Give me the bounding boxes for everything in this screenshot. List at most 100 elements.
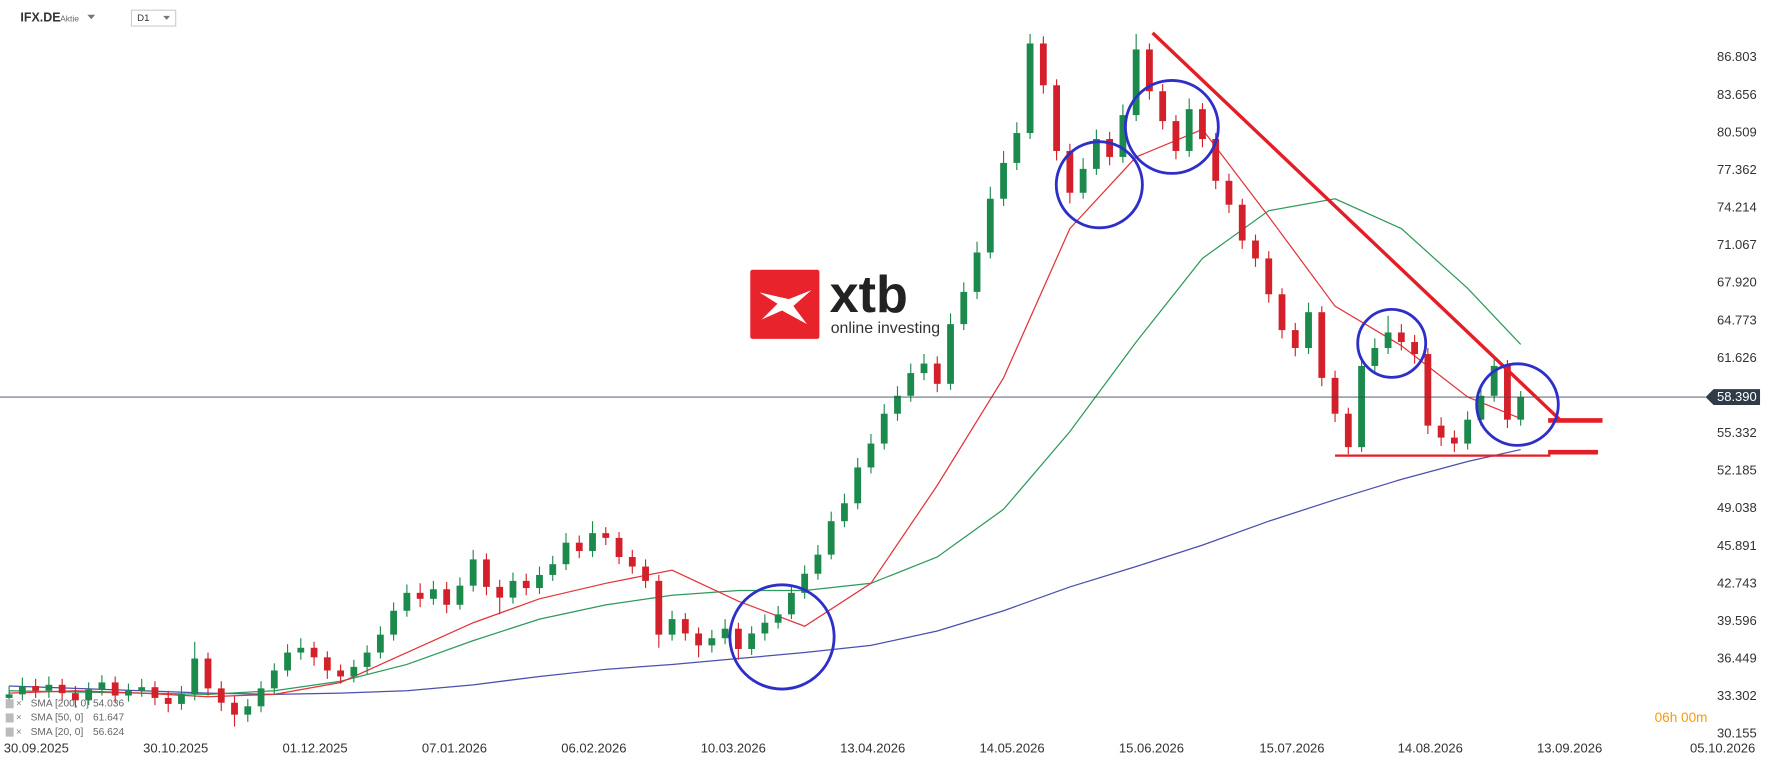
candle-body: [947, 324, 954, 384]
candle-body: [1172, 121, 1180, 151]
y-tick-label: 39.596: [1717, 613, 1757, 628]
candle-body: [549, 564, 557, 575]
interval: D1: [137, 13, 149, 24]
candle-body: [960, 291, 968, 325]
candle-body: [430, 589, 437, 599]
y-tick-label: 71.067: [1717, 237, 1757, 252]
candle-body: [244, 706, 252, 715]
x-tick-label: 05.10.2026: [1690, 741, 1755, 756]
sma-line: [9, 128, 1521, 698]
dropdown-arrow[interactable]: [87, 14, 96, 20]
candle-body: [98, 682, 106, 690]
candle-body: [18, 685, 26, 695]
last-price-label: 58.390: [1717, 389, 1757, 404]
y-tick-label: 61.626: [1717, 350, 1757, 365]
candle-body: [880, 413, 888, 444]
y-tick-label: 67.920: [1717, 275, 1757, 290]
candle-body: [1092, 139, 1100, 169]
candle-body: [111, 682, 119, 696]
x-tick-label: 10.03.2026: [701, 741, 766, 756]
candle-body: [734, 628, 742, 649]
legend-remove[interactable]: ×: [16, 698, 22, 709]
candle-body: [827, 521, 835, 555]
tagline: online investing: [831, 320, 940, 337]
candle-body: [164, 697, 172, 704]
x-tick-label: 30.10.2025: [143, 741, 208, 756]
legend-icon: [5, 727, 14, 737]
candle-body: [1450, 437, 1458, 444]
candle-body: [1238, 204, 1246, 241]
candle-body: [1490, 365, 1498, 396]
candle-body: [1185, 109, 1193, 151]
highlight-circle: [728, 583, 836, 691]
candle-body: [973, 252, 981, 292]
candle-body: [1318, 312, 1326, 378]
candle-body: [58, 684, 66, 694]
candle-body: [231, 702, 238, 715]
candle-body: [1039, 43, 1047, 86]
candle-body: [1132, 49, 1140, 116]
interval-select[interactable]: [130, 9, 177, 27]
y-tick-label: 36.449: [1717, 651, 1757, 666]
candle-body: [628, 557, 636, 567]
x-tick-label: 30.09.2025: [4, 741, 69, 756]
candle-body: [907, 373, 915, 396]
candle-body: [1225, 180, 1233, 205]
y-tick-label: 42.743: [1717, 575, 1757, 590]
candle-body: [1384, 332, 1392, 349]
candle-body: [708, 638, 716, 646]
x-tick-label: 01.12.2025: [283, 741, 348, 756]
candle-body: [589, 533, 596, 552]
y-tick-label: 86.803: [1717, 49, 1757, 64]
legend-name: SMA [20, 0]: [31, 727, 84, 738]
candle-body: [1291, 330, 1299, 349]
y-tick-label: 33.302: [1717, 688, 1757, 703]
x-tick-label: 14.08.2026: [1398, 741, 1463, 756]
candle-body: [1477, 395, 1485, 420]
legend-remove[interactable]: ×: [16, 727, 22, 738]
legend-icon: [5, 699, 14, 709]
legend-name: SMA [50, 0]: [31, 713, 84, 724]
candle-body: [376, 634, 384, 653]
candle-body: [562, 542, 570, 565]
brand: xtb: [830, 266, 908, 324]
candle-body: [920, 363, 928, 374]
x-tick-label: 13.04.2026: [840, 741, 905, 756]
y-tick-label: 74.214: [1717, 200, 1757, 215]
candle-body: [284, 652, 291, 671]
candle-body: [297, 647, 305, 653]
candle-body: [801, 573, 809, 593]
candle-body: [1053, 85, 1060, 151]
candle-body: [1079, 168, 1087, 193]
candle-body: [1344, 413, 1352, 448]
candle-body: [1305, 312, 1312, 349]
symbol: IFX.DE: [20, 10, 60, 24]
candle-body: [469, 559, 477, 586]
candle-body: [45, 684, 53, 691]
candle-body: [310, 647, 318, 658]
legend-remove[interactable]: ×: [16, 713, 22, 724]
candle-body: [191, 658, 199, 695]
candle-body: [1013, 133, 1021, 163]
candle-body: [85, 689, 93, 701]
sma-line: [9, 448, 1521, 695]
candle-body: [416, 592, 424, 599]
candle-body: [1437, 425, 1445, 438]
candle-body: [403, 592, 411, 611]
y-tick-label: 49.038: [1717, 500, 1757, 515]
candle-body: [1397, 332, 1405, 343]
candle-body: [125, 690, 132, 696]
candle-body: [1066, 150, 1074, 193]
candle-body: [323, 657, 331, 671]
candle-body: [536, 574, 543, 589]
x-tick-label: 13.09.2026: [1537, 741, 1602, 756]
candle-body: [350, 666, 358, 677]
candle-body: [1464, 419, 1472, 444]
candle-body: [390, 610, 398, 635]
candle-body: [867, 443, 875, 468]
y-tick-label: 52.185: [1717, 463, 1757, 478]
candle-body: [151, 687, 159, 698]
y-tick-label: 55.332: [1717, 425, 1757, 440]
candle-body: [1000, 162, 1007, 199]
